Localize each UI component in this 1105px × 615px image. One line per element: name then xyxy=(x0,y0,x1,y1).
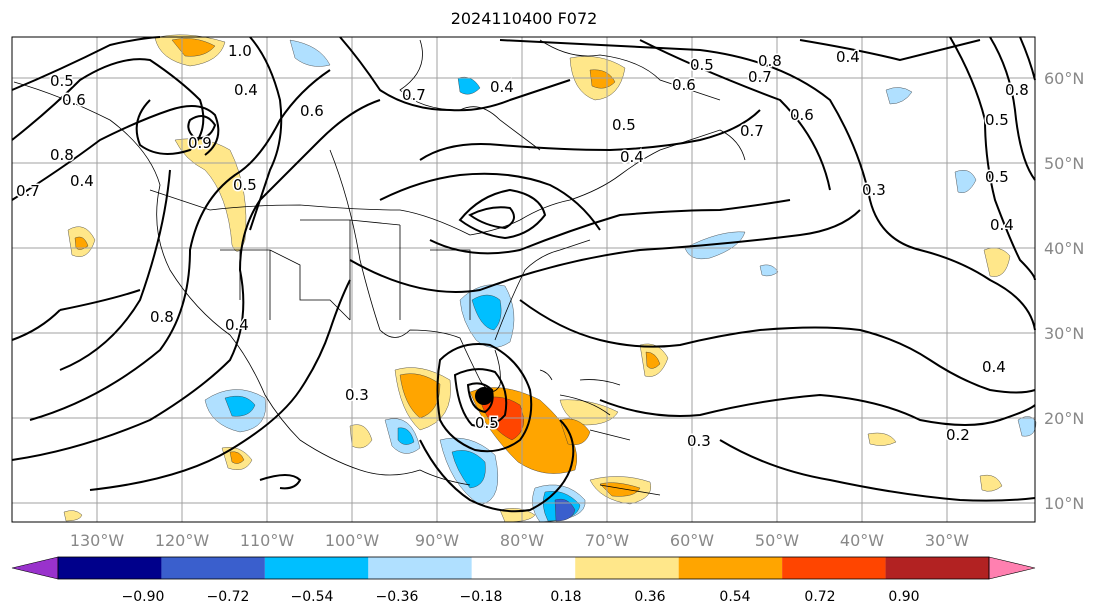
colorbar-tick: 0.18 xyxy=(550,589,581,605)
colorbar-tick: −0.36 xyxy=(376,589,419,605)
colorbar-tick: 0.72 xyxy=(804,589,835,605)
lon-label: 30°W xyxy=(925,531,969,550)
contour-label: 0.8 xyxy=(1005,81,1029,99)
contour-label: 0.7 xyxy=(402,86,426,104)
lon-label: 40°W xyxy=(840,531,884,550)
contour-label: 0.3 xyxy=(687,432,711,450)
lon-label: 100°W xyxy=(325,531,380,550)
contour-label: 0.3 xyxy=(862,181,886,199)
colorbar-segment xyxy=(782,557,886,579)
contour-label: 0.7 xyxy=(740,122,764,140)
contour-label: 0.8 xyxy=(758,52,782,70)
coastlines xyxy=(13,39,746,496)
colorbar-segment xyxy=(471,557,576,579)
shaded-anomaly-fields xyxy=(63,34,1037,523)
contour-label: 0.6 xyxy=(672,76,696,94)
contour-label: 0.8 xyxy=(150,308,174,326)
contour-label: 0.4 xyxy=(836,48,860,66)
colorbar-segment xyxy=(161,557,265,579)
contour-label: 0.5 xyxy=(985,111,1009,129)
contour-label: 0.4 xyxy=(225,316,249,334)
lon-label: 130°W xyxy=(70,531,125,550)
colorbar-tick: −0.90 xyxy=(122,589,165,605)
lon-label: 60°W xyxy=(670,531,714,550)
contour-label: 0.9 xyxy=(188,134,212,152)
lon-axis-labels: 130°W 120°W 110°W 100°W 90°W 80°W 70°W 6… xyxy=(70,531,969,550)
map-title: 2024110400 F072 xyxy=(450,9,598,28)
contour-label: 0.5 xyxy=(690,56,714,74)
contour-label: 0.4 xyxy=(70,172,94,190)
lat-label: 30°N xyxy=(1044,324,1084,343)
contour-label: 0.8 xyxy=(50,146,74,164)
lat-label: 40°N xyxy=(1044,239,1084,258)
lat-label: 20°N xyxy=(1044,409,1084,428)
contour-label: 0.4 xyxy=(234,81,258,99)
contour-label: 0.6 xyxy=(62,91,86,109)
colorbar-segment xyxy=(368,557,472,579)
storm-center-marker xyxy=(475,387,493,405)
lat-label: 10°N xyxy=(1044,494,1084,513)
lon-label: 90°W xyxy=(415,531,459,550)
lon-label: 120°W xyxy=(155,531,210,550)
contour-label: 0.4 xyxy=(620,148,644,166)
contour-label: 0.3 xyxy=(345,386,369,404)
contour-label: 0.5 xyxy=(985,168,1009,186)
lon-label: 50°W xyxy=(755,531,799,550)
lon-label: 110°W xyxy=(240,531,295,550)
lon-label: 80°W xyxy=(500,531,544,550)
contour-lines xyxy=(11,36,1036,513)
contour-label: 0.4 xyxy=(982,358,1006,376)
contour-label: 0.6 xyxy=(300,102,324,120)
colorbar-segment xyxy=(885,557,989,579)
map-frame xyxy=(11,36,1036,523)
lat-label: 60°N xyxy=(1044,69,1084,88)
contour-label: 0.2 xyxy=(946,426,970,444)
colorbar-extend-low xyxy=(11,556,59,580)
contour-label: 0.4 xyxy=(990,216,1014,234)
contour-label: 0.4 xyxy=(490,78,514,96)
contour-label: 1.0 xyxy=(228,42,252,60)
contour-label: 0.7 xyxy=(748,68,772,86)
colorbar-outline xyxy=(57,556,990,580)
colorbar-tick: −0.18 xyxy=(460,589,503,605)
lon-label: 70°W xyxy=(585,531,629,550)
colorbar-extend-high xyxy=(988,556,1036,580)
contour-labels: 0.5 0.6 0.7 0.4 0.8 1.0 0.9 0.4 0.6 0.8 … xyxy=(15,41,1031,452)
colorbar xyxy=(11,556,1036,580)
colorbar-segment xyxy=(58,557,162,579)
colorbar-segment xyxy=(678,557,783,579)
colorbar-segment xyxy=(264,557,369,579)
lat-lon-grid xyxy=(12,37,1035,522)
contour-label: 0.7 xyxy=(16,182,40,200)
contour-label: 0.5 xyxy=(475,414,499,432)
colorbar-tick: −0.72 xyxy=(207,589,250,605)
colorbar-tick: 0.54 xyxy=(719,589,750,605)
colorbar-tick: 0.90 xyxy=(888,589,919,605)
colorbar-segment xyxy=(575,557,679,579)
lat-label: 50°N xyxy=(1044,154,1084,173)
contour-label: 0.6 xyxy=(790,106,814,124)
contour-label: 0.5 xyxy=(233,176,257,194)
lat-axis-labels: 60°N 50°N 40°N 30°N 20°N 10°N xyxy=(1044,69,1084,513)
colorbar-tick: −0.54 xyxy=(291,589,334,605)
colorbar-tick-labels: −0.90 −0.72 −0.54 −0.36 −0.18 0.18 0.36 … xyxy=(122,589,920,605)
contour-label: 0.5 xyxy=(50,72,74,90)
colorbar-tick: 0.36 xyxy=(634,589,665,605)
contour-label: 0.5 xyxy=(612,116,636,134)
